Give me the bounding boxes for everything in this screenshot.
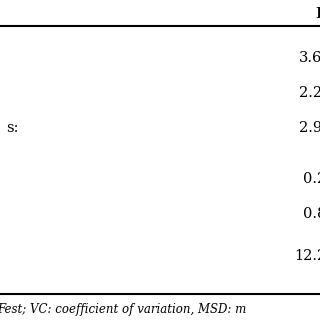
Text: 0.85: 0.85 (303, 206, 320, 220)
Text: 12.29: 12.29 (294, 249, 320, 263)
Text: 3.63’: 3.63’ (299, 51, 320, 65)
Text: Fest; VC: coefficient of variation, MSD: m: Fest; VC: coefficient of variation, MSD:… (0, 303, 246, 316)
Text: s:: s: (6, 121, 19, 135)
Text: DMA: DMA (315, 7, 320, 21)
Text: 0.29: 0.29 (303, 172, 320, 186)
Text: 2.97’: 2.97’ (299, 121, 320, 135)
Text: 2.29’: 2.29’ (299, 86, 320, 100)
